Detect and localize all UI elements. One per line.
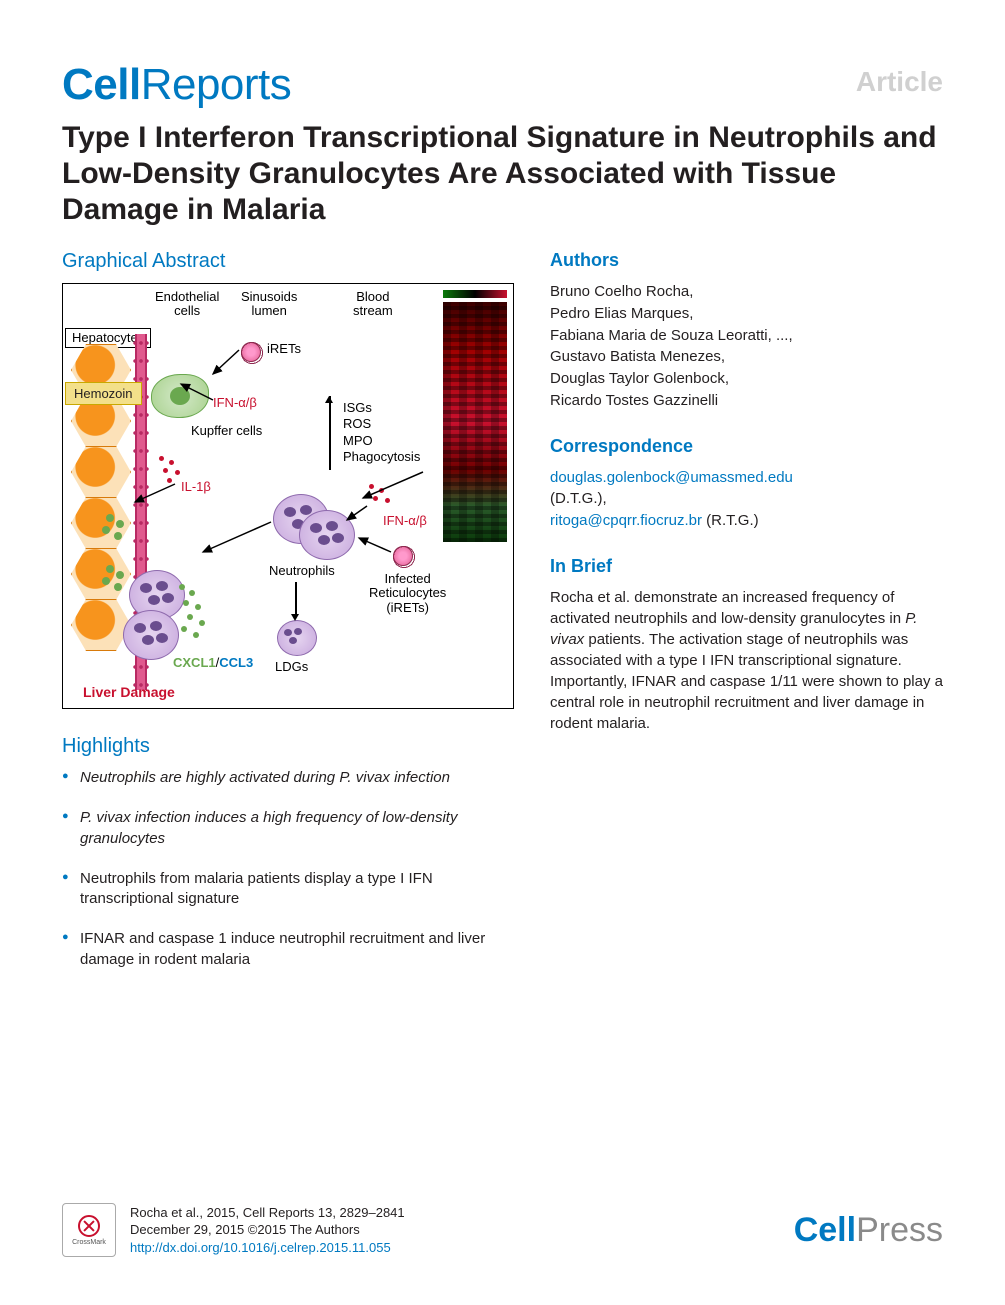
footer: CrossMark Rocha et al., 2015, Cell Repor… xyxy=(62,1203,943,1257)
arrow-shaft xyxy=(295,582,297,616)
article-type: Article xyxy=(856,66,943,98)
correspondence-suffix: (R.T.G.) xyxy=(702,512,759,529)
hepatocyte-cell xyxy=(71,599,131,651)
neutrophil-cell xyxy=(299,510,355,560)
citation-line: Rocha et al., 2015, Cell Reports 13, 282… xyxy=(130,1204,405,1222)
arrow-shaft xyxy=(329,396,331,470)
label-liver-damage: Liver Damage xyxy=(83,684,175,700)
publisher-logo: CellPress xyxy=(794,1211,943,1250)
left-column: Graphical Abstract Endothelial cells Sin… xyxy=(62,250,514,990)
author: Bruno Coelho Rocha, xyxy=(550,281,943,303)
authors-heading: Authors xyxy=(550,250,943,271)
crossmark-badge[interactable]: CrossMark xyxy=(62,1203,116,1257)
arrowhead-down-icon xyxy=(291,614,299,625)
label-neutrophils: Neutrophils xyxy=(269,564,335,578)
in-brief-heading: In Brief xyxy=(550,556,943,577)
citation: Rocha et al., 2015, Cell Reports 13, 282… xyxy=(130,1204,405,1257)
author: Douglas Taylor Golenbock, xyxy=(550,368,943,390)
label-irets: iRETs xyxy=(267,342,301,356)
correspondence-email[interactable]: douglas.golenbock@umassmed.edu xyxy=(550,469,793,486)
header: CellReports Article xyxy=(62,60,943,110)
hepatocyte-cell xyxy=(71,548,131,600)
author: Ricardo Tostes Gazzinelli xyxy=(550,390,943,412)
correspondence-block: Correspondence douglas.golenbock@umassme… xyxy=(550,436,943,532)
author: Gustavo Batista Menezes, xyxy=(550,346,943,368)
highlight-item: IFNAR and caspase 1 induce neutrophil re… xyxy=(62,929,514,970)
journal-name-bold: Cell xyxy=(62,60,141,109)
graphical-abstract-figure: Endothelial cells Sinusoids lumen Blood … xyxy=(62,283,514,709)
hepatocyte-cell xyxy=(71,446,131,498)
in-brief-text: Rocha et al. demonstrate an increased fr… xyxy=(550,587,943,734)
highlight-item: Neutrophils are highly activated during … xyxy=(62,768,514,788)
label-ifn1: IFN-α/β xyxy=(213,396,257,410)
article-title: Type I Interferon Transcriptional Signat… xyxy=(62,120,943,228)
iret-particle xyxy=(241,342,261,362)
label-cxcl-ccl: CXCL1/CCL3 xyxy=(173,656,253,670)
highlights-heading: Highlights xyxy=(62,735,514,758)
crossmark-icon xyxy=(78,1215,100,1237)
chemokine-dots xyxy=(179,584,219,644)
label-endothelial: Endothelial cells xyxy=(155,290,219,319)
label-cxcl: CXCL1 xyxy=(173,655,216,670)
label-ldgs: LDGs xyxy=(275,660,308,674)
label-hemozoin: Hemozoin xyxy=(65,382,142,405)
authors-list: Bruno Coelho Rocha, Pedro Elias Marques,… xyxy=(550,281,943,412)
graphical-abstract-heading: Graphical Abstract xyxy=(62,250,514,273)
correspondence-email[interactable]: ritoga@cpqrr.fiocruz.br xyxy=(550,512,702,529)
footer-left: CrossMark Rocha et al., 2015, Cell Repor… xyxy=(62,1203,405,1257)
kupffer-cell xyxy=(151,374,209,418)
label-sinusoids: Sinusoids lumen xyxy=(241,290,297,319)
author: Fabiana Maria de Souza Leoratti, ..., xyxy=(550,325,943,347)
label-blood-list: ISGs ROS MPO Phagocytosis xyxy=(343,400,420,465)
publisher-bold: Cell xyxy=(794,1211,856,1249)
highlight-item: P. vivax infection induces a high freque… xyxy=(62,808,514,849)
hepatocyte-cell xyxy=(71,497,131,549)
correspondence-text: douglas.golenbock@umassmed.edu (D.T.G.),… xyxy=(550,467,943,532)
publisher-light: Press xyxy=(856,1211,943,1249)
iret-particle xyxy=(393,546,413,566)
label-bloodstream: Blood stream xyxy=(353,290,393,319)
label-infected-ret: Infected Reticulocytes (iRETs) xyxy=(369,572,446,615)
right-column: Authors Bruno Coelho Rocha, Pedro Elias … xyxy=(550,250,943,990)
correspondence-suffix: (D.T.G.), xyxy=(550,490,607,507)
citation-line: December 29, 2015 ©2015 The Authors xyxy=(130,1221,405,1239)
neutrophil-cell xyxy=(123,610,179,660)
label-ifn2: IFN-α/β xyxy=(383,514,427,528)
author: Pedro Elias Marques, xyxy=(550,303,943,325)
ifn-dots xyxy=(369,484,399,514)
journal-name-light: Reports xyxy=(141,60,292,109)
correspondence-heading: Correspondence xyxy=(550,436,943,457)
label-kupffer: Kupffer cells xyxy=(191,424,262,438)
label-il1b: IL-1β xyxy=(181,480,211,494)
doi-link[interactable]: http://dx.doi.org/10.1016/j.celrep.2015.… xyxy=(130,1239,405,1257)
main-columns: Graphical Abstract Endothelial cells Sin… xyxy=(62,250,943,990)
highlight-item: Neutrophils from malaria patients displa… xyxy=(62,869,514,910)
journal-name: CellReports xyxy=(62,60,291,110)
heatmap-scale xyxy=(443,290,507,298)
crossmark-label: CrossMark xyxy=(72,1239,106,1246)
highlights-list: Neutrophils are highly activated during … xyxy=(62,768,514,970)
heatmap xyxy=(443,302,507,542)
label-ccl: CCL3 xyxy=(219,655,253,670)
arrowhead-up-icon xyxy=(325,392,333,403)
ldg-cell xyxy=(277,620,317,656)
